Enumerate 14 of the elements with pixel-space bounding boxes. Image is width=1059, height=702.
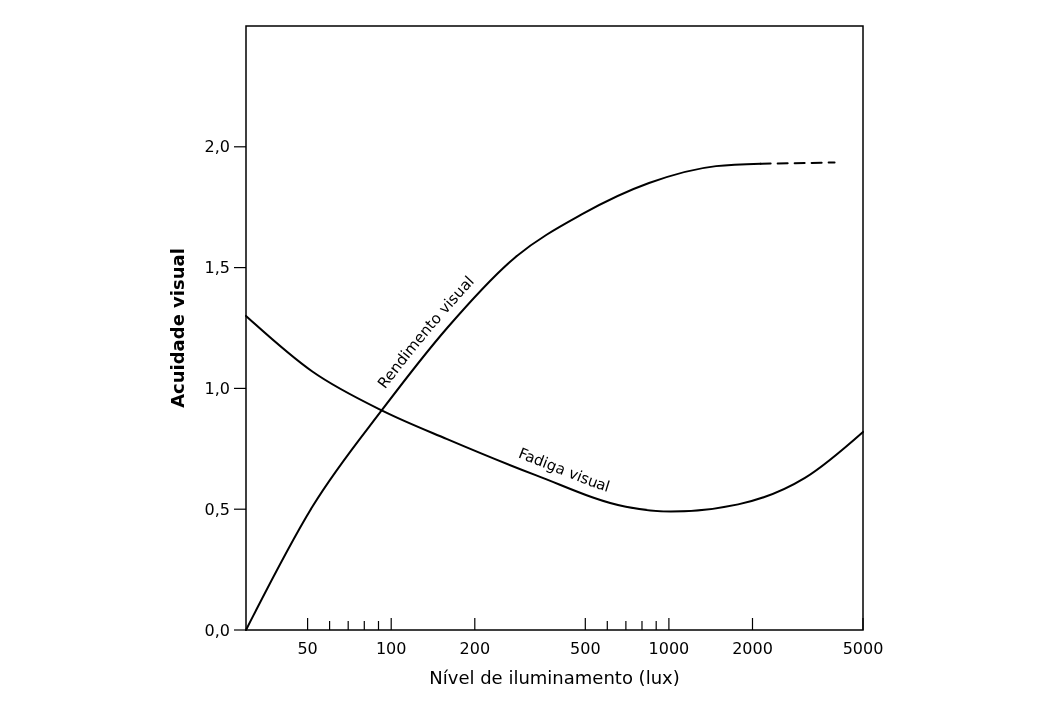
- y-tick-label: 2,0: [204, 137, 230, 157]
- x-tick-label: 2000: [732, 639, 773, 658]
- x-tick-label: 5000: [842, 639, 884, 658]
- x-tick-label: 1000: [648, 639, 690, 658]
- x-tick-label: 200: [459, 639, 491, 658]
- x-axis-title: Nível de iluminamento (lux): [429, 667, 680, 688]
- x-tick-label: 100: [375, 639, 407, 658]
- x-tick-label: 500: [570, 639, 601, 658]
- y-tick-label: 1,5: [204, 258, 230, 278]
- y-tick-label: 0,5: [204, 499, 230, 519]
- y-axis-title: Acuidade visual: [167, 248, 188, 408]
- x-tick-label: 50: [297, 639, 318, 658]
- y-tick-label: 0,0: [204, 620, 230, 640]
- y-tick-label: 1,0: [204, 379, 230, 398]
